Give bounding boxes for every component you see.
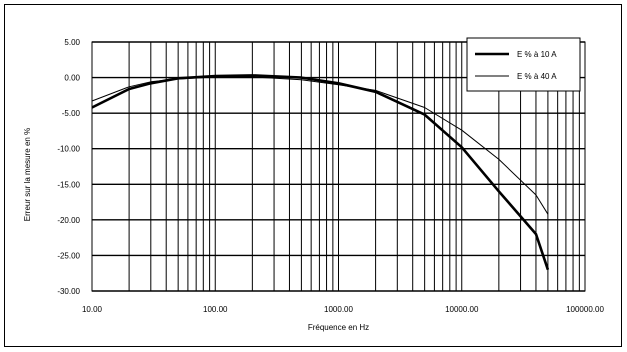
x-tick-label: 1000.00 (324, 305, 353, 314)
x-tick-label: 100.00 (203, 305, 228, 314)
y-axis-title: Erreur sur la mesure en % (23, 128, 32, 221)
plot-area-border (91, 41, 586, 292)
y-tick-label: 0.00 (64, 74, 80, 83)
x-axis-title: Fréquence en Hz (308, 323, 369, 332)
x-tick-label: 10000.00 (445, 305, 479, 314)
legend-label-series-1: E % à 10 A (517, 50, 557, 59)
y-tick-label: -15.00 (57, 180, 80, 189)
series-line-2 (91, 76, 549, 215)
legend: E % à 10 A E % à 40 A (466, 37, 581, 92)
x-tick-label: 100000.00 (566, 305, 604, 314)
y-tick-label: -20.00 (57, 216, 80, 225)
legend-label-series-2: E % à 40 A (517, 72, 557, 81)
y-tick-label: 5.00 (64, 38, 80, 47)
series-line-1 (91, 74, 550, 271)
y-tick-label: -5.00 (62, 109, 81, 118)
series-group (91, 74, 550, 271)
y-tick-label: -10.00 (57, 145, 80, 154)
legend-box (466, 37, 581, 92)
x-tick-label: 10.00 (82, 305, 103, 314)
y-tick-label: -30.00 (57, 287, 80, 296)
y-tick-label: -25.00 (57, 251, 80, 260)
tick-labels: 10.00 100.00 1000.00 10000.00 100000.00 5.00 0… (57, 38, 604, 314)
